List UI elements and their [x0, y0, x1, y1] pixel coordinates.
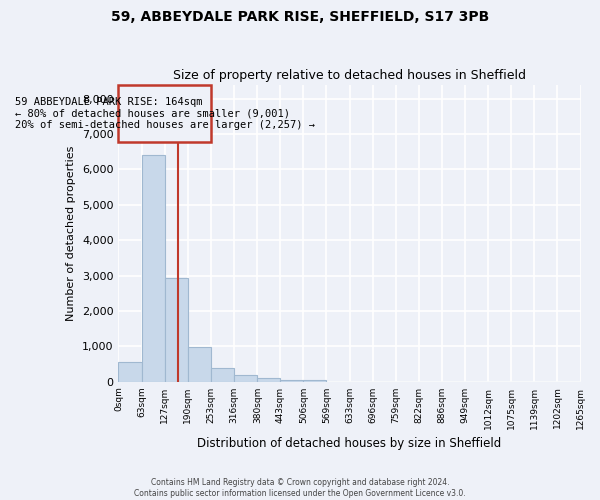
Text: Contains HM Land Registry data © Crown copyright and database right 2024.
Contai: Contains HM Land Registry data © Crown c… — [134, 478, 466, 498]
Bar — [118, 362, 142, 382]
Title: Size of property relative to detached houses in Sheffield: Size of property relative to detached ho… — [173, 69, 526, 82]
Y-axis label: Number of detached properties: Number of detached properties — [67, 146, 76, 321]
Text: 59, ABBEYDALE PARK RISE, SHEFFIELD, S17 3PB: 59, ABBEYDALE PARK RISE, SHEFFIELD, S17 … — [111, 10, 489, 24]
FancyBboxPatch shape — [118, 84, 211, 142]
Bar — [165, 278, 188, 382]
Bar — [211, 368, 234, 382]
X-axis label: Distribution of detached houses by size in Sheffield: Distribution of detached houses by size … — [197, 437, 502, 450]
Bar — [142, 156, 165, 382]
Bar — [234, 376, 257, 382]
Text: 59 ABBEYDALE PARK RISE: 164sqm
← 80% of detached houses are smaller (9,001)
20% : 59 ABBEYDALE PARK RISE: 164sqm ← 80% of … — [14, 96, 314, 130]
Bar — [304, 380, 326, 382]
Bar — [257, 378, 280, 382]
Bar — [280, 380, 304, 382]
Bar — [188, 347, 211, 382]
